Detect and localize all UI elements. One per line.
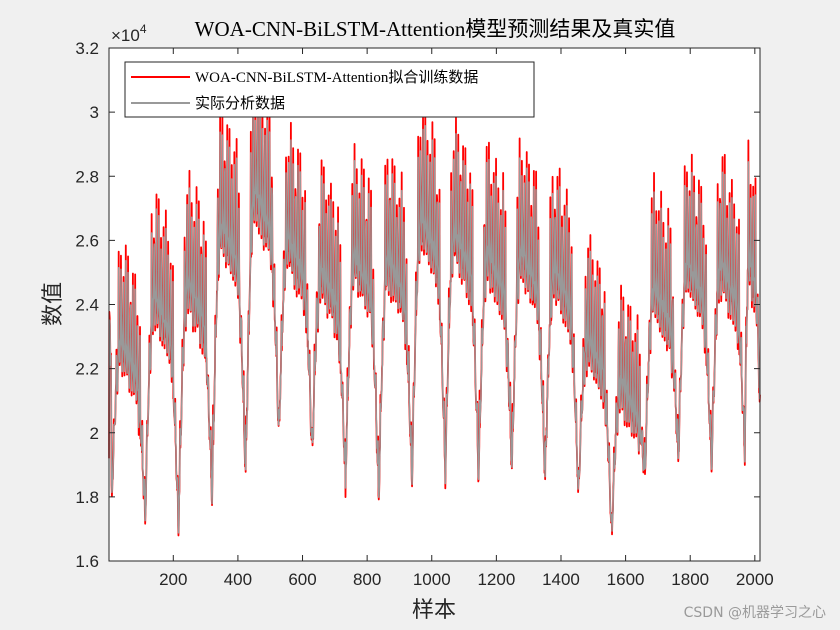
exponent-label: ×104 — [111, 22, 147, 45]
x-tick-label: 800 — [353, 570, 381, 589]
legend: WOA-CNN-BiLSTM-Attention拟合训练数据 实际分析数据 — [124, 61, 535, 118]
chart-title: WOA-CNN-BiLSTM-Attention模型预测结果及真实值 — [195, 17, 676, 41]
x-tick-label: 2000 — [736, 570, 774, 589]
x-tick-label: 1200 — [477, 570, 515, 589]
series-layer — [108, 77, 761, 537]
legend-label-actual: 实际分析数据 — [195, 95, 285, 112]
legend-box — [124, 61, 535, 118]
watermark: CSDN @机器学习之心 — [684, 605, 826, 621]
y-tick-label: 2.6 — [75, 231, 99, 250]
x-tick-label: 1400 — [542, 570, 580, 589]
y-tick-label: 2.2 — [75, 360, 99, 379]
x-tick-label: 400 — [224, 570, 252, 589]
y-axis-title: 数值 — [40, 282, 65, 326]
x-tick-label: 1600 — [607, 570, 645, 589]
y-tick-label: 2.8 — [75, 167, 99, 186]
series-line-actual — [108, 96, 761, 534]
y-tick-label: 3.2 — [75, 39, 99, 58]
x-tick-label: 1800 — [671, 570, 709, 589]
y-tick-label: 2.4 — [75, 296, 99, 315]
x-tick-label: 200 — [159, 570, 187, 589]
ticks-layer: 200 400 600 800 1000 1200 1400 1600 1800 2000 1.6 1… — [75, 39, 773, 589]
y-tick-label: 2 — [90, 424, 99, 443]
y-tick-label: 3 — [90, 103, 99, 122]
x-tick-label: 1000 — [413, 570, 451, 589]
x-tick-label: 600 — [288, 570, 316, 589]
y-tick-label: 1.8 — [75, 488, 99, 507]
legend-label-predicted: WOA-CNN-BiLSTM-Attention拟合训练数据 — [195, 69, 478, 86]
x-axis-title: 样本 — [412, 597, 456, 622]
y-tick-label: 1.6 — [75, 552, 99, 571]
